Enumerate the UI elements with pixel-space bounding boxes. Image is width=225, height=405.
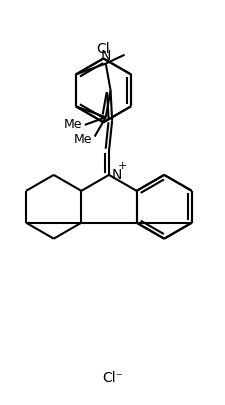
Text: Cl⁻: Cl⁻ — [102, 371, 123, 384]
Text: Me: Me — [63, 117, 82, 130]
Text: N: N — [100, 49, 110, 63]
Text: +: + — [117, 161, 126, 171]
Text: Me: Me — [73, 132, 92, 145]
Text: Cl: Cl — [96, 42, 110, 55]
Text: N: N — [111, 168, 121, 182]
